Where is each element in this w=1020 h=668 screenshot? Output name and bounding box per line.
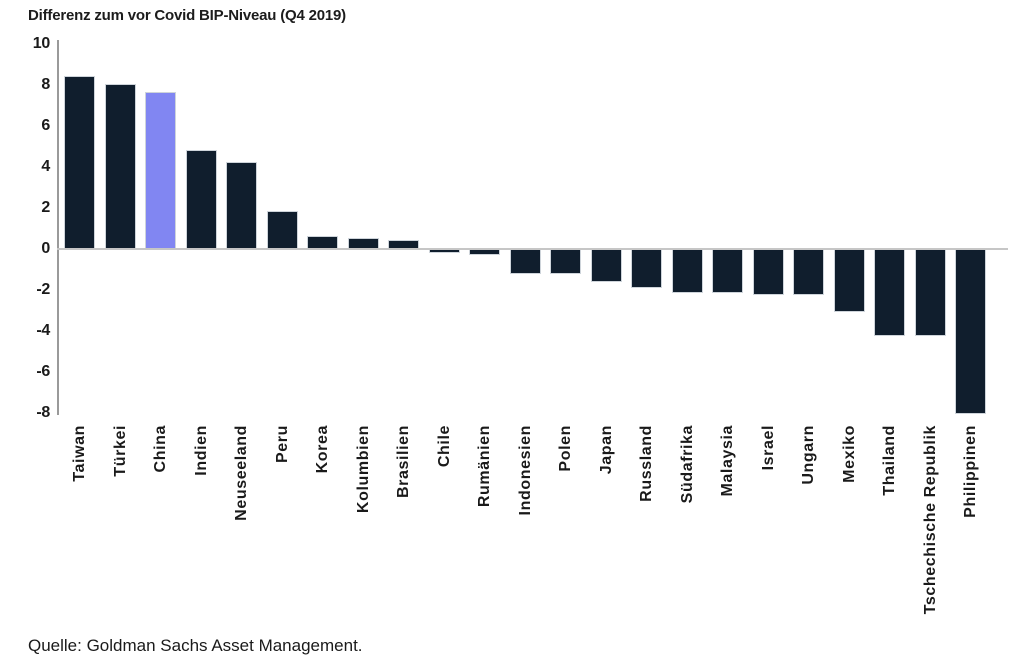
bar [186, 150, 217, 250]
bar [550, 248, 581, 274]
x-axis-label: Indonesien [517, 425, 534, 516]
x-axis-label: China [152, 425, 169, 473]
bar [348, 238, 379, 250]
x-axis-label: Tschechische Republik [922, 425, 939, 615]
bar [915, 248, 946, 336]
x-axis-label: Peru [274, 425, 291, 463]
bar [307, 236, 338, 250]
x-axis-label: Russland [638, 425, 655, 502]
x-axis-label: Chile [436, 425, 453, 468]
x-axis-label: Ungarn [800, 425, 817, 485]
bar-chart: 10 8 6 4 2 0 -2 -4 -6 -8 Taiwan Türkei China Indien Ne… [32, 35, 1008, 615]
y-tick-label: 10 [32, 35, 51, 52]
bar [64, 76, 95, 250]
bar [591, 248, 622, 282]
y-tick-label: -2 [36, 281, 50, 298]
x-axis-label: Malaysia [719, 425, 736, 497]
y-tick-label: -4 [36, 322, 50, 339]
bar [874, 248, 905, 336]
x-axis-label: Taiwan [71, 425, 88, 482]
bar [753, 248, 784, 295]
x-axis-label: Thailand [881, 425, 898, 496]
bar [955, 248, 986, 414]
x-axis-label: Israel [760, 425, 777, 471]
bar [672, 248, 703, 293]
x-axis-label: Philippinen [962, 425, 979, 518]
y-tick-label: 6 [41, 117, 50, 134]
bar [226, 162, 257, 250]
bar [712, 248, 743, 293]
bar [469, 248, 500, 255]
bar [429, 248, 460, 253]
x-axis-label: Türkei [112, 425, 129, 477]
y-tick-label: 0 [41, 240, 50, 257]
x-axis-label: Kolumbien [355, 425, 372, 514]
y-tick-label: 2 [41, 199, 50, 216]
y-axis-line [57, 40, 59, 415]
y-tick-label: 4 [41, 158, 50, 175]
x-axis-label: Mexiko [841, 425, 858, 483]
bar [105, 84, 136, 250]
x-axis-label: Japan [598, 425, 615, 475]
x-axis-label: Neuseeland [233, 425, 250, 521]
bar [510, 248, 541, 274]
source-note: Quelle: Goldman Sachs Asset Management. [28, 636, 363, 655]
x-axis-label: Korea [314, 425, 331, 474]
x-axis-label: Südafrika [679, 425, 696, 504]
x-axis-label: Brasilien [395, 425, 412, 498]
bar [631, 248, 662, 288]
bar [834, 248, 865, 312]
chart-title: Differenz zum vor Covid BIP-Niveau (Q4 2… [28, 7, 346, 24]
bar [388, 240, 419, 250]
bar [793, 248, 824, 295]
y-tick-label: -8 [36, 404, 50, 421]
x-axis-label: Polen [557, 425, 574, 472]
y-tick-label: -6 [36, 363, 50, 380]
y-tick-label: 8 [41, 76, 50, 93]
bar-highlighted [145, 92, 176, 250]
x-axis-label: Indien [193, 425, 210, 476]
x-axis-label: Rumänien [476, 425, 493, 508]
bar [267, 211, 298, 250]
zero-baseline [57, 248, 1008, 250]
